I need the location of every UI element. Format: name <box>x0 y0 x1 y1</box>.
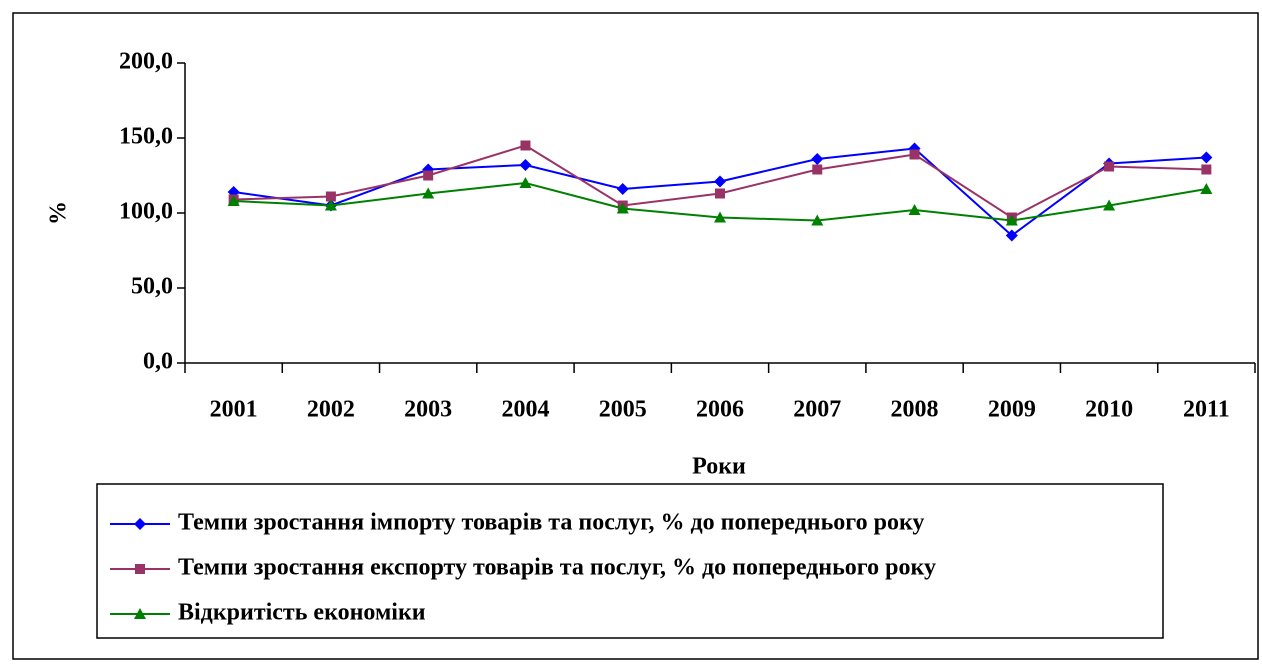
legend-box <box>96 483 1164 639</box>
marker <box>325 191 336 202</box>
marker <box>714 175 726 188</box>
marker <box>1104 161 1115 172</box>
marker <box>135 564 145 574</box>
marker <box>811 214 824 226</box>
x-tick-label: 2008 <box>891 397 939 423</box>
marker <box>909 149 920 160</box>
marker <box>1005 214 1018 226</box>
x-tick-label: 2006 <box>696 397 744 423</box>
x-tick-label: 2003 <box>404 397 452 423</box>
x-tick-label: 2002 <box>307 397 355 423</box>
legend-label: Темпи зростання експорту товарів та посл… <box>178 555 936 581</box>
x-tick-label: 2007 <box>793 397 841 423</box>
marker <box>715 188 725 199</box>
y-tick-label: 0,0 <box>143 349 173 375</box>
marker <box>1200 183 1213 194</box>
marker <box>1201 164 1212 175</box>
marker <box>324 199 337 211</box>
marker <box>1005 229 1018 242</box>
marker <box>422 187 435 199</box>
x-tick-label: 2010 <box>1085 397 1133 423</box>
marker <box>811 153 824 165</box>
frame <box>12 12 1259 660</box>
marker <box>1103 199 1116 211</box>
x-tick-label: 2004 <box>501 397 549 423</box>
marker <box>616 202 629 214</box>
marker <box>714 211 726 223</box>
y-tick-label: 150,0 <box>119 124 173 150</box>
marker <box>1200 151 1213 164</box>
marker <box>520 140 531 151</box>
legend-label: Відкритість економіки <box>178 600 426 626</box>
marker <box>519 159 532 171</box>
x-axis-label: Роки <box>692 454 746 480</box>
marker <box>908 204 921 215</box>
x-tick-label: 2005 <box>599 397 647 423</box>
marker <box>423 170 434 181</box>
marker <box>134 608 146 619</box>
marker <box>134 518 146 530</box>
marker <box>616 183 629 195</box>
x-tick-label: 2001 <box>210 397 258 423</box>
x-tick-label: 2009 <box>988 397 1036 423</box>
legend-label: Темпи зростання імпорту товарів та послу… <box>178 510 924 536</box>
marker <box>519 177 532 188</box>
y-tick-label: 100,0 <box>119 199 173 225</box>
marker <box>812 164 823 175</box>
y-tick-label: 50,0 <box>131 274 173 300</box>
y-axis-label: % <box>46 201 72 225</box>
y-tick-label: 200,0 <box>119 49 173 75</box>
marker <box>227 195 240 206</box>
x-tick-label: 2011 <box>1183 397 1230 423</box>
